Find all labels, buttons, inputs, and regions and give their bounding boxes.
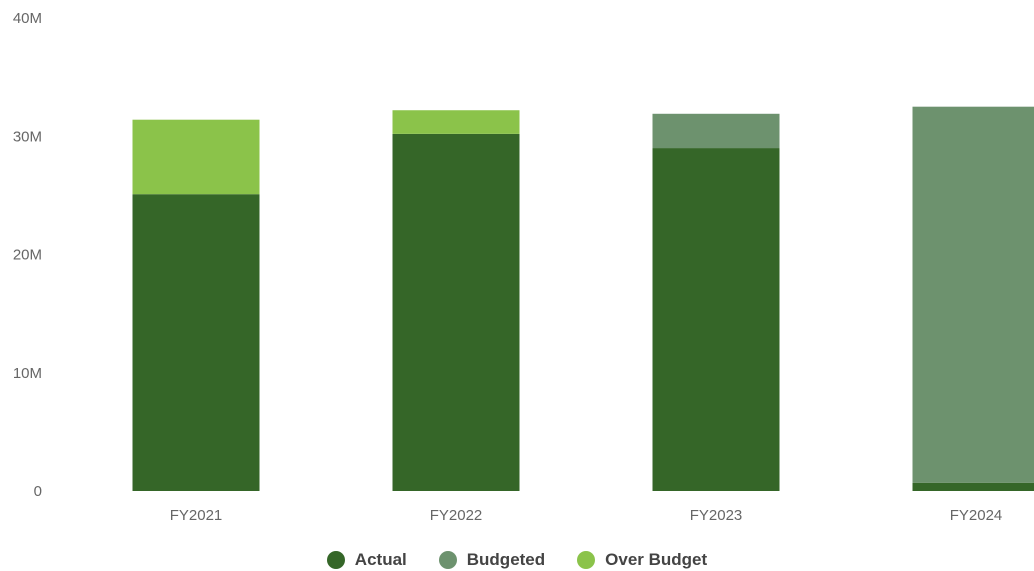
legend-item-budgeted[interactable]: Budgeted — [438, 550, 546, 570]
y-tick-label: 20M — [13, 247, 42, 264]
bar-segment-budgeted-fy2024[interactable] — [912, 106, 1034, 483]
x-axis: FY2021 FY2022 FY2023 FY2024 — [170, 507, 1003, 524]
legend: Actual Budgeted Over Budget — [0, 548, 1034, 571]
legend-item-over-budget[interactable]: Over Budget — [577, 550, 707, 570]
x-tick-label: FY2024 — [950, 507, 1003, 524]
legend-swatch-icon — [438, 551, 457, 569]
bar-segment-actual-fy2022[interactable] — [392, 133, 520, 491]
bar-segment-budgeted-fy2023[interactable] — [652, 113, 780, 149]
legend-label: Budgeted — [466, 550, 546, 569]
y-axis: 0 10M 20M 30M 40M — [13, 10, 42, 500]
x-tick-label: FY2022 — [430, 507, 483, 524]
y-tick-label: 30M — [13, 128, 42, 145]
legend-item-actual[interactable]: Actual — [326, 550, 407, 570]
legend-swatch-icon — [326, 551, 345, 569]
bars-group — [132, 106, 1034, 491]
bar-segment-actual-fy2024[interactable] — [912, 482, 1034, 491]
bar-chart: 0 10M 20M 30M 40M FY2021 FY2022 FY2023 FY2024 — [13, 10, 1034, 524]
legend-label: Over Budget — [605, 550, 708, 569]
legend-swatch-icon — [577, 551, 596, 569]
x-tick-label: FY2021 — [170, 507, 223, 524]
y-tick-label: 0 — [34, 483, 42, 500]
bar-segment-actual-fy2021[interactable] — [132, 194, 260, 491]
legend-label: Actual — [354, 550, 407, 569]
y-tick-label: 40M — [13, 10, 42, 27]
bar-segment-over-budget-fy2022[interactable] — [392, 110, 520, 134]
bar-segment-over-budget-fy2021[interactable] — [132, 119, 260, 195]
bar-segment-actual-fy2023[interactable] — [652, 148, 780, 491]
x-tick-label: FY2023 — [690, 507, 743, 524]
y-tick-label: 10M — [13, 365, 42, 382]
